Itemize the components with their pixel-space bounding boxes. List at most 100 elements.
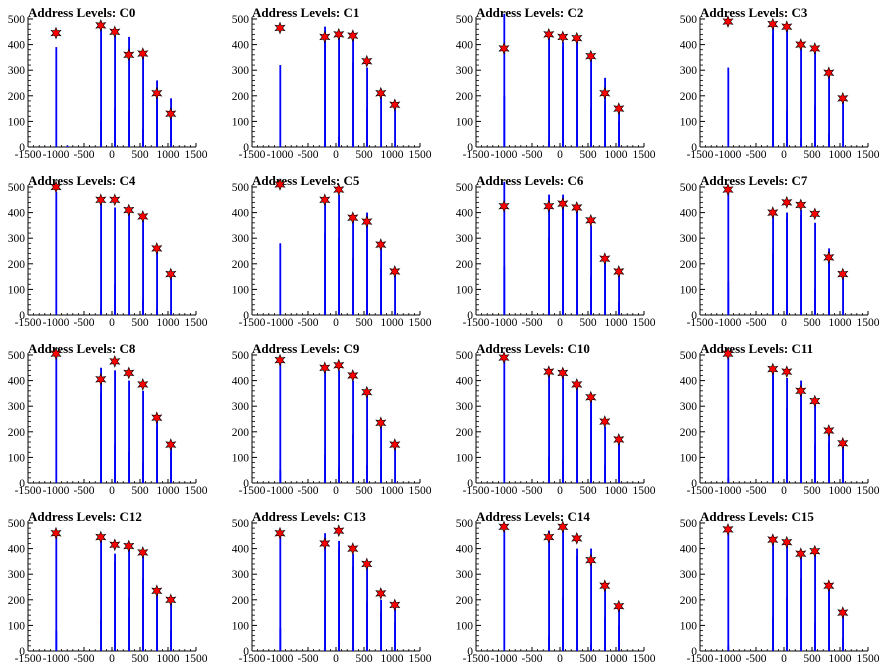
y-tick-label: 300 [456, 401, 474, 413]
histogram-bar [786, 597, 788, 651]
histogram-bar [576, 390, 578, 483]
level-star-marker [585, 553, 597, 567]
histogram-bar [366, 217, 368, 315]
y-tick-label: 0 [691, 142, 697, 154]
y-tick-label: 0 [691, 310, 697, 322]
histogram-bar [562, 375, 564, 483]
x-tick-label: 1500 [409, 485, 432, 497]
histogram-bar [842, 638, 844, 651]
histogram-bar [279, 360, 282, 483]
y-tick-label: 400 [232, 40, 250, 52]
histogram-bar [800, 393, 802, 483]
histogram-bar [55, 192, 58, 315]
chart-plot: 0 100 200 300 400 500 -1500 -1000 -500 0 500 1000 15… [680, 347, 880, 497]
histogram-bar [814, 444, 816, 483]
y-tick-label: 500 [680, 350, 698, 362]
histogram-bar [279, 243, 282, 315]
histogram-bar [828, 134, 830, 147]
y-tick-label: 200 [456, 427, 474, 439]
y-tick-label: 500 [456, 182, 474, 194]
histogram-bar [814, 49, 816, 147]
chart-plot: 0 100 200 300 400 500 -1500 -1000 -500 0 500 1000 15… [232, 178, 432, 329]
level-star-marker [837, 606, 849, 620]
level-star-marker [599, 579, 611, 593]
y-tick-label: 100 [456, 116, 474, 128]
y-tick-label: 300 [456, 569, 474, 581]
y-tick-label: 0 [243, 310, 249, 322]
histogram-bar [380, 268, 382, 315]
histogram-bar [142, 54, 144, 148]
y-tick-label: 200 [680, 259, 698, 271]
level-star-marker [809, 544, 821, 558]
x-tick-label: 1500 [633, 317, 656, 329]
histogram-bar [604, 465, 606, 483]
y-tick-label: 200 [232, 259, 250, 271]
y-tick-label: 100 [232, 116, 250, 128]
x-tick-label: -500 [745, 317, 766, 329]
histogram-bar [576, 44, 578, 147]
x-tick-label: 1500 [185, 149, 208, 161]
level-star-marker [319, 537, 331, 550]
y-tick-label: 300 [680, 401, 698, 413]
level-star-marker [795, 384, 807, 398]
histogram-bar [100, 202, 102, 315]
chart-panel: Address Levels: C13 0 100 200 300 400 500 -1500… [224, 504, 448, 672]
x-tick-label: -500 [73, 149, 94, 161]
y-tick-label: 500 [680, 182, 698, 194]
histogram-bar [548, 372, 550, 483]
y-tick-label: 400 [680, 376, 698, 388]
level-star-marker [613, 433, 625, 446]
histogram-bar [828, 258, 830, 315]
y-tick-label: 400 [456, 376, 474, 388]
x-tick-label: 500 [131, 317, 149, 329]
level-star-marker [809, 42, 821, 55]
level-star-marker [165, 107, 177, 121]
y-tick-label: 500 [680, 518, 698, 530]
y-tick-label: 100 [8, 116, 26, 128]
histogram-bar [562, 528, 564, 651]
histogram-bar [100, 121, 102, 147]
chart-panel: Address Levels: C14 0 100 200 300 400 500 -1500… [448, 504, 672, 672]
histogram-bar [324, 599, 326, 651]
chart-plot: 0 100 200 300 400 500 -1500 -1000 -500 0 500 1000 15… [8, 180, 208, 329]
level-star-marker [767, 533, 779, 547]
histogram-bar [814, 403, 816, 483]
x-tick-label: 1000 [605, 485, 628, 497]
x-tick-label: -500 [73, 485, 94, 497]
histogram-bar [142, 129, 144, 147]
level-star-marker [795, 38, 807, 52]
x-tick-label: -1500 [239, 317, 266, 329]
level-star-marker [151, 242, 163, 255]
x-tick-label: 0 [781, 317, 787, 329]
level-star-marker [333, 358, 345, 372]
level-star-marker [319, 361, 331, 375]
level-star-marker [809, 207, 821, 221]
y-tick-label: 200 [8, 595, 26, 607]
histogram-bar [786, 408, 788, 483]
x-tick-label: -1000 [43, 317, 70, 329]
histogram-bar [100, 538, 102, 651]
level-star-marker [599, 86, 611, 100]
histogram-bar [842, 276, 844, 315]
x-tick-label: -500 [521, 653, 542, 665]
y-tick-label: 500 [8, 350, 26, 362]
level-star-marker [109, 538, 121, 552]
level-star-marker [274, 526, 286, 540]
histogram-bar [590, 225, 592, 315]
histogram-bar [814, 222, 816, 315]
y-tick-label: 400 [456, 544, 474, 556]
y-tick-label: 500 [680, 14, 698, 26]
level-star-marker [498, 520, 510, 534]
x-tick-label: 500 [579, 317, 597, 329]
level-star-marker [95, 193, 107, 207]
x-tick-label: 1000 [381, 653, 404, 665]
histogram-bar [170, 630, 172, 651]
x-tick-label: 0 [557, 317, 563, 329]
x-tick-label: 1500 [633, 149, 656, 161]
level-star-marker [837, 436, 849, 450]
x-tick-label: 500 [803, 317, 821, 329]
histogram-bar [55, 535, 58, 651]
histogram-bar [394, 444, 396, 483]
histogram-bar [279, 65, 282, 147]
x-tick-label: -1500 [687, 317, 714, 329]
